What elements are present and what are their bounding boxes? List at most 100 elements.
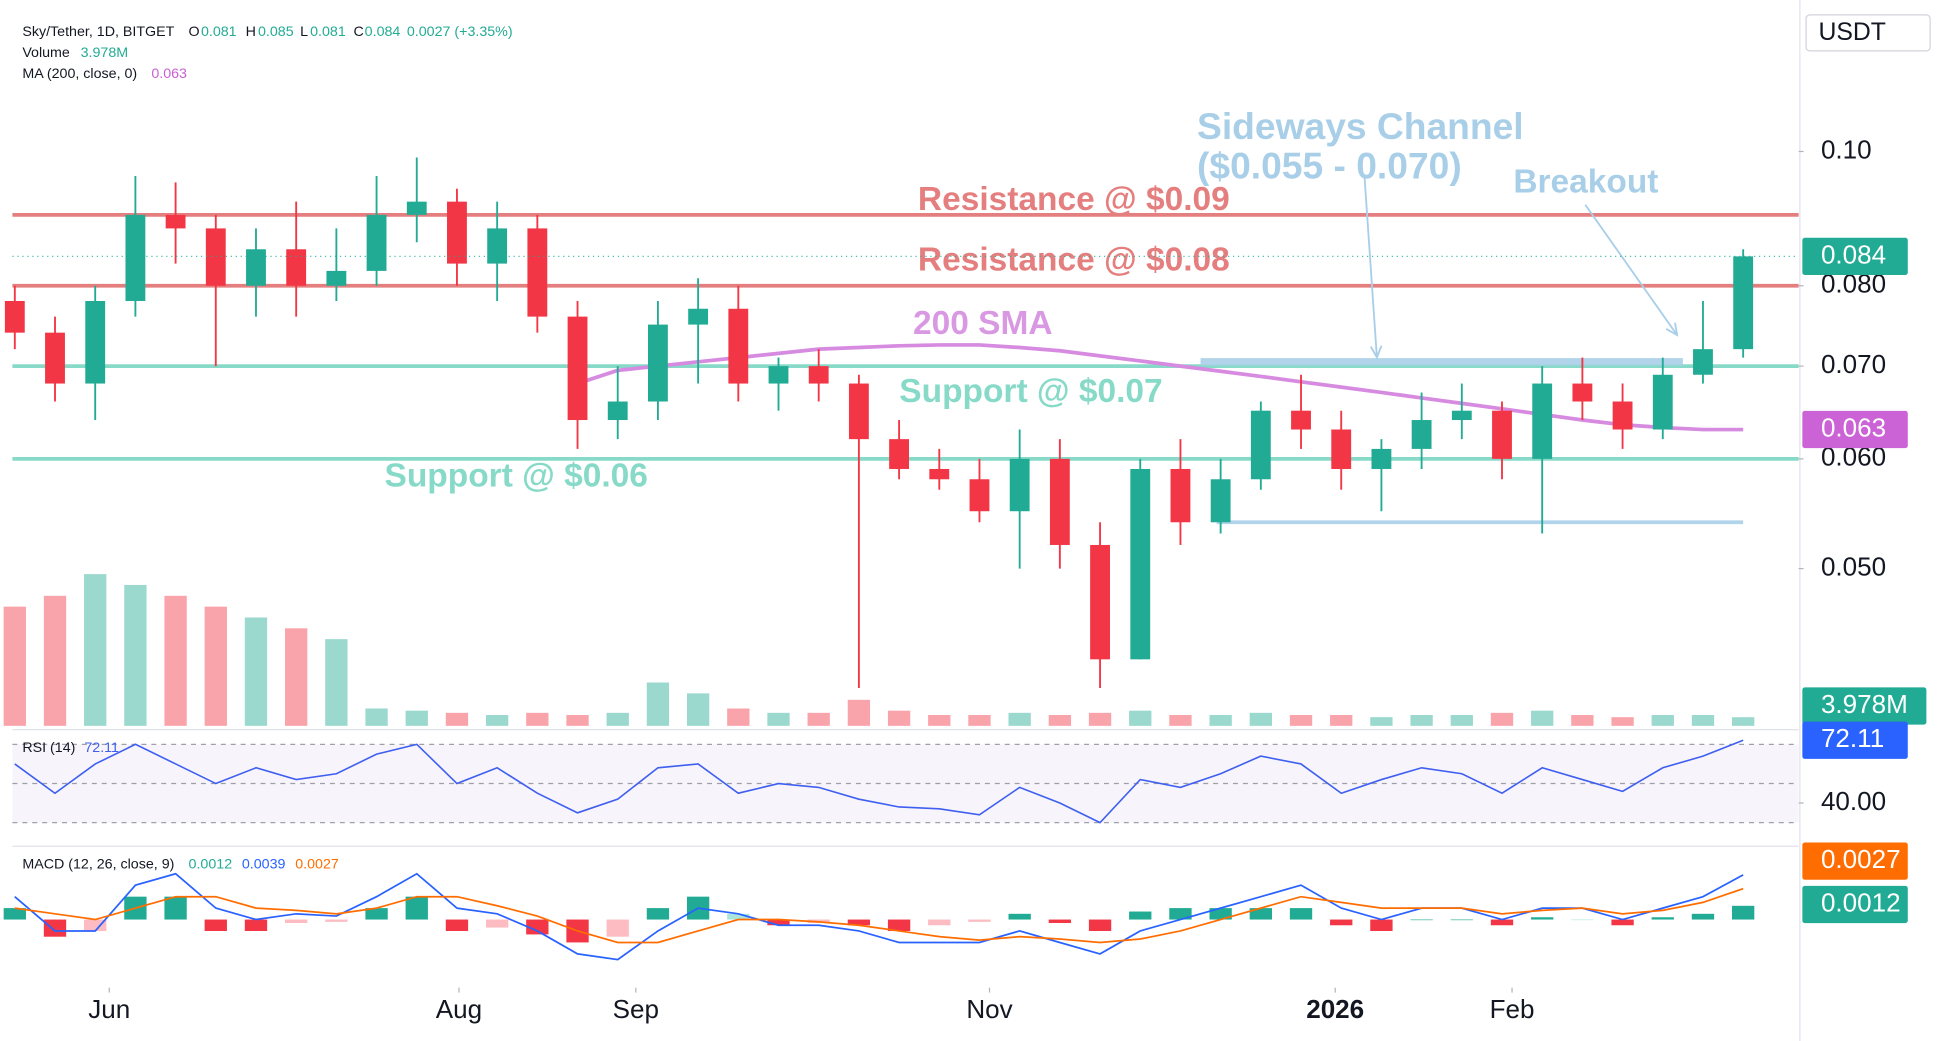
candle-body <box>1451 410 1472 421</box>
candle-body <box>768 366 789 384</box>
volume-bar <box>1531 710 1554 726</box>
macd-title: MACD (12, 26, close, 9) <box>22 857 174 873</box>
macd-histogram <box>1531 917 1554 920</box>
macd-histogram <box>1048 919 1072 923</box>
ma-annotation: 200 SMA <box>913 305 1053 342</box>
macd-histogram <box>485 919 509 928</box>
volume-bar <box>43 595 67 726</box>
volume-bar <box>1731 717 1755 726</box>
candle-body <box>688 308 709 325</box>
candle-body <box>286 249 307 286</box>
price-badge <box>1802 237 1908 276</box>
macd-histogram <box>1129 911 1152 920</box>
price-badge <box>1802 842 1908 880</box>
channel-label: ($0.055 - 0.070) <box>1197 145 1462 187</box>
macd-histogram <box>1169 908 1192 920</box>
x-tick-label: Feb <box>1490 994 1535 1024</box>
macd-value: 0.0039 <box>242 857 286 873</box>
candle-body <box>1130 468 1151 660</box>
macd-histogram <box>727 913 750 920</box>
macd-histogram <box>1008 913 1031 920</box>
candle-body <box>1652 374 1673 430</box>
candle-body <box>326 270 347 286</box>
price-badge-label: 0.0027 <box>1821 844 1901 874</box>
candle-body <box>165 214 186 229</box>
macd-histogram <box>526 919 549 935</box>
volume-bar <box>1691 715 1715 726</box>
candle-body <box>205 228 226 286</box>
volume-bar <box>1410 715 1433 726</box>
volume-bar <box>204 606 227 726</box>
rsi-title: RSI (14) <box>22 740 75 756</box>
ohlc-value: 0.084 <box>365 24 401 40</box>
macd-histogram <box>1410 919 1433 921</box>
volume-bar <box>606 712 629 726</box>
candle-body <box>889 439 910 469</box>
macd-histogram <box>1571 919 1594 921</box>
candle-body <box>1210 479 1231 523</box>
level-label: Support @ $0.07 <box>899 373 1162 410</box>
ohlc-value: 0.081 <box>201 24 237 40</box>
macd-histogram <box>1209 908 1232 920</box>
price-badge-label: 0.084 <box>1821 239 1886 269</box>
candle-body <box>85 300 106 384</box>
volume-bar <box>1611 717 1634 726</box>
unit[interactable]: USDT <box>1818 19 1886 46</box>
macd-histogram <box>1691 913 1715 920</box>
volume-bar <box>1048 715 1072 726</box>
y-tick-label: 0.10 <box>1821 134 1872 164</box>
macd-histogram <box>204 919 227 931</box>
candle-body <box>1411 420 1432 449</box>
volume-bar <box>1249 712 1272 726</box>
volume-bar <box>445 712 469 726</box>
price-badge <box>1802 410 1908 449</box>
signal-value: 0.0027 <box>295 857 339 873</box>
arrow <box>1363 176 1378 358</box>
candle-body <box>808 366 829 384</box>
candle-body <box>1009 458 1030 512</box>
macd-histogram <box>847 919 871 926</box>
macd-histogram <box>1249 908 1272 920</box>
volume-bar <box>244 617 268 726</box>
ohlc-value: 0.085 <box>258 24 294 40</box>
volume-label: Volume <box>22 45 70 61</box>
ohlc-value: 0.081 <box>310 24 346 40</box>
macd-hist-value: 0.0012 <box>189 857 233 873</box>
x-tick-label: Sep <box>613 994 659 1024</box>
volume-bar <box>1651 715 1674 726</box>
candle-body <box>406 201 427 215</box>
candle-body <box>1049 458 1070 545</box>
candle-body <box>45 332 65 384</box>
volume-bar <box>807 712 830 726</box>
candle-body <box>1250 410 1271 480</box>
macd-histogram <box>285 919 308 923</box>
candle-body <box>527 228 548 317</box>
volume-bar <box>1571 715 1594 726</box>
ma-label: MA (200, close, 0) <box>22 66 137 82</box>
candle-body <box>1371 448 1392 469</box>
x-tick-label: Nov <box>966 994 1012 1024</box>
macd-histogram <box>1731 905 1755 920</box>
arrow <box>1584 204 1678 336</box>
volume-bar <box>285 628 308 726</box>
candle-body <box>1572 383 1593 402</box>
volume-bar <box>1088 712 1112 726</box>
macd-histogram <box>1450 919 1473 921</box>
macd-histogram <box>928 919 951 926</box>
ma-value: 0.063 <box>151 66 187 82</box>
candle-body <box>1090 544 1110 660</box>
macd-histogram <box>244 919 268 931</box>
volume-bar <box>124 584 147 726</box>
macd-histogram <box>1330 919 1353 926</box>
macd-histogram <box>606 919 629 937</box>
x-tick-label: Jun <box>88 994 130 1024</box>
macd-histogram <box>325 919 348 922</box>
candle-body <box>1733 256 1754 350</box>
rsi-value: 72.11 <box>84 740 119 756</box>
breakout-label: Breakout <box>1513 163 1658 200</box>
unit-box[interactable] <box>1805 14 1931 52</box>
macd-histogram <box>1611 919 1634 926</box>
volume-bar <box>365 708 388 726</box>
level-label: Resistance @ $0.09 <box>918 181 1230 218</box>
